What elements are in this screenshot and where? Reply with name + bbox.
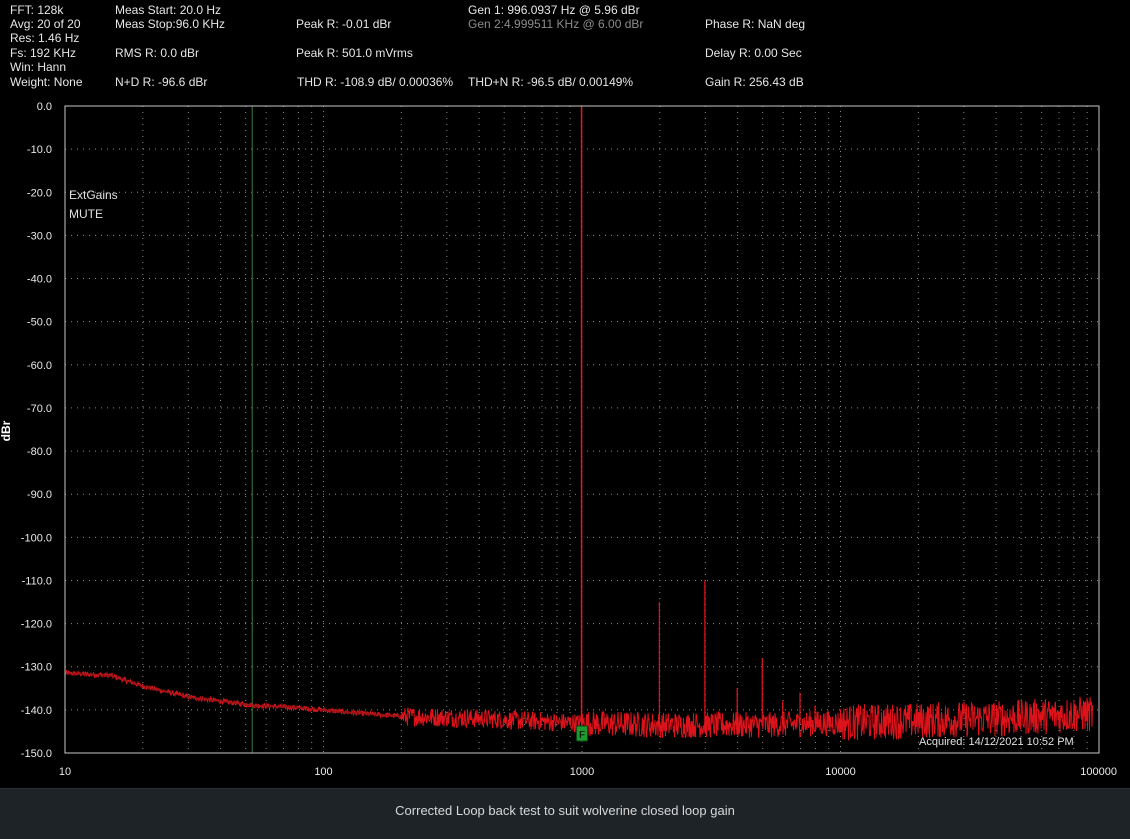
hdr-meas-stop: Meas Stop:96.0 KHz <box>115 17 226 31</box>
y-tick-label: -40.0 <box>27 274 52 286</box>
acquired-timestamp: Acquired: 14/12/2021 10:52 PM <box>919 736 1074 748</box>
hdr-gen1: Gen 1: 996.0937 Hz @ 5.96 dBr <box>468 3 640 17</box>
hdr-gen2: Gen 2:4.999511 KHz @ 6.00 dBr <box>468 17 644 31</box>
x-tick-label: 10 <box>59 766 71 778</box>
hdr-fs: Fs: 192 KHz <box>10 46 77 60</box>
y-tick-label: -150.0 <box>21 748 52 760</box>
x-tick-label: 1000 <box>570 766 594 778</box>
hdr-thd: THD R: -108.9 dB/ 0.00036% <box>297 75 454 89</box>
hdr-thdn: THD+N R: -96.5 dB/ 0.00149% <box>468 75 634 89</box>
x-tick-labels: 10 100 1000 10000 100000 <box>59 766 1117 778</box>
y-tick-label: -10.0 <box>27 144 52 156</box>
y-tick-label: -110.0 <box>22 575 52 587</box>
hdr-avg: Avg: 20 of 20 <box>10 17 81 31</box>
caption-bar: Corrected Loop back test to suit wolveri… <box>0 788 1130 839</box>
caption-text: Corrected Loop back test to suit wolveri… <box>395 803 735 818</box>
fundamental-marker-label: F <box>579 730 585 741</box>
low-freq-trace <box>64 672 402 718</box>
hdr-win: Win: Hann <box>10 60 67 74</box>
y-axis-label: dBr <box>0 420 13 442</box>
fundamental-marker[interactable]: F <box>576 725 589 742</box>
y-tick-label: -130.0 <box>21 662 52 674</box>
hdr-rms: RMS R: 0.0 dBr <box>115 46 200 60</box>
spectrum-trace <box>64 106 1094 741</box>
hdr-weight: Weight: None <box>10 75 83 89</box>
y-tick-label: -90.0 <box>27 489 52 501</box>
hdr-peak-dbr: Peak R: -0.01 dBr <box>296 17 392 31</box>
hdr-peak-vrms: Peak R: 501.0 mVrms <box>296 46 413 60</box>
x-tick-label: 100 <box>314 766 332 778</box>
y-tick-label: -140.0 <box>21 705 52 717</box>
y-tick-label: -20.0 <box>27 187 52 199</box>
plot-frame <box>64 105 1100 754</box>
spectrum-chart: 0.0 -10.0 -20.0 -30.0 -40.0 -50.0 -60.0 -70.0 -8… <box>21 101 1117 778</box>
y-tick-label: -120.0 <box>21 619 52 631</box>
y-tick-label: -50.0 <box>27 317 52 329</box>
y-tick-label: -60.0 <box>27 360 52 372</box>
hdr-delay: Delay R: 0.00 Sec <box>705 46 802 60</box>
hdr-fft: FFT: 128k <box>10 3 64 17</box>
annotation-extgains: ExtGains <box>69 188 118 202</box>
y-tick-label: -80.0 <box>27 446 52 458</box>
x-tick-label: 100000 <box>1080 766 1117 778</box>
y-tick-label: -30.0 <box>27 230 52 242</box>
y-tick-label: -70.0 <box>27 403 52 415</box>
hdr-nd: N+D R: -96.6 dBr <box>115 75 208 89</box>
hdr-res: Res: 1.46 Hz <box>10 31 80 45</box>
annotation-mute: MUTE <box>69 207 103 221</box>
hdr-phase: Phase R: NaN deg <box>705 17 806 31</box>
x-tick-label: 10000 <box>825 766 856 778</box>
y-tick-labels: 0.0 -10.0 -20.0 -30.0 -40.0 -50.0 -60.0 -70.0 -8… <box>21 101 52 760</box>
hdr-gain: Gain R: 256.43 dB <box>705 75 804 89</box>
y-tick-label: 0.0 <box>37 101 52 113</box>
fundamental-marker-box[interactable] <box>576 725 589 742</box>
hdr-meas-start: Meas Start: 20.0 Hz <box>115 3 222 17</box>
y-tick-label: -100.0 <box>21 532 52 544</box>
